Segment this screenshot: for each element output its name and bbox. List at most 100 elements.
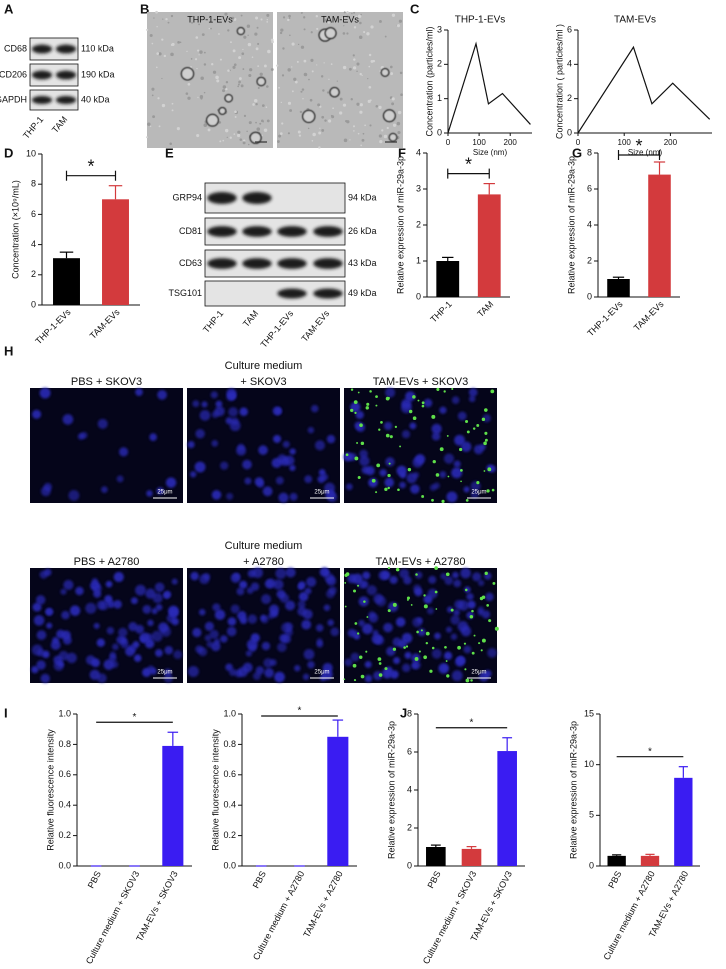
x-tick-label: 200 — [664, 138, 678, 147]
nucleus — [39, 387, 51, 399]
em-speck — [368, 65, 371, 68]
em-speck — [358, 35, 363, 40]
em-speck — [179, 41, 182, 44]
em-speck — [323, 62, 325, 64]
micrograph — [343, 387, 497, 503]
nucleus — [314, 440, 325, 451]
vesicle — [205, 113, 220, 127]
nucleus — [467, 600, 476, 609]
significance-mark: * — [133, 712, 137, 723]
em-speck — [356, 102, 360, 106]
ev-signal — [443, 390, 446, 393]
x-tick-label: 0 — [576, 138, 581, 147]
nucleus — [164, 645, 173, 655]
em-speck — [375, 104, 379, 108]
nucleus — [298, 581, 306, 589]
em-speck — [392, 123, 397, 127]
ev-signal — [389, 435, 393, 439]
em-speck — [359, 103, 363, 107]
lane-label: TAM — [241, 308, 260, 328]
em-speck — [243, 139, 246, 142]
ev-signal — [343, 678, 346, 681]
size-label: 49 kDa — [348, 288, 377, 298]
lane-label: THP-1 — [201, 308, 225, 334]
nucleus — [350, 652, 360, 662]
ev-signal — [403, 646, 406, 649]
nucleus — [273, 579, 284, 590]
y-tick-label: 8 — [407, 708, 412, 718]
x-tick-label: PBS — [606, 869, 623, 890]
y-tick-label: 2 — [567, 93, 572, 103]
em-speck — [219, 58, 222, 61]
x-tick-label: 100 — [472, 138, 486, 147]
panel-letter: H — [4, 343, 13, 358]
nucleus — [85, 602, 97, 614]
y-axis-title: Relative fluorescence intensity — [45, 729, 55, 851]
em-speck — [287, 68, 291, 72]
ev-signal — [421, 401, 425, 405]
nucleus — [210, 641, 221, 652]
nucleus — [252, 672, 261, 680]
em-speck — [301, 12, 303, 14]
ev-signal — [357, 584, 360, 587]
em-speck — [234, 115, 237, 118]
em-speck — [246, 130, 248, 133]
ev-signal — [434, 590, 438, 594]
y-tick-label: 2 — [437, 59, 442, 69]
nucleus — [58, 650, 69, 661]
em-speck — [195, 36, 199, 39]
nucleus — [130, 597, 138, 605]
micrograph-bg — [30, 388, 183, 503]
ev-signal — [481, 638, 486, 643]
ev-signal — [484, 438, 488, 442]
em-speck — [242, 68, 245, 70]
y-tick-label: 8 — [31, 179, 36, 189]
ev-signal — [350, 408, 354, 413]
em-speck — [198, 23, 200, 26]
em-speck — [163, 54, 167, 58]
em-speck — [240, 84, 244, 88]
nucleus — [151, 630, 163, 642]
y-tick-label: 2 — [587, 255, 592, 265]
micrograph-title: Culture medium — [225, 360, 303, 372]
nucleus — [201, 401, 208, 408]
nucleus — [284, 622, 294, 631]
ev-signal — [490, 389, 495, 394]
nucleus — [466, 593, 474, 601]
ev-signal — [375, 395, 378, 398]
nucleus — [77, 433, 85, 440]
nucleus — [96, 600, 106, 610]
em-speck — [266, 13, 270, 17]
blot-band — [313, 226, 343, 237]
panel-letter: J — [400, 705, 407, 720]
blot-band — [31, 96, 53, 104]
nucleus — [199, 410, 211, 421]
lane-label: TAM — [50, 114, 69, 134]
em-speck — [203, 91, 206, 94]
ev-signal — [353, 400, 358, 404]
em-speck — [247, 42, 252, 47]
nucleus — [383, 671, 391, 678]
em-speck — [287, 18, 290, 22]
panel-letter: D — [4, 145, 13, 160]
blot-strip — [29, 89, 79, 111]
protein-label: CD81 — [179, 226, 202, 236]
y-tick-label: 4 — [416, 147, 421, 157]
em-speck — [351, 12, 353, 15]
em-speck — [259, 122, 262, 125]
ev-signal — [464, 588, 468, 592]
nucleus — [383, 421, 393, 431]
nucleus — [33, 615, 45, 626]
em-speck — [232, 65, 236, 69]
nucleus — [368, 612, 379, 623]
blot-band — [207, 258, 237, 269]
nucleus — [401, 430, 411, 439]
ev-signal — [352, 663, 357, 668]
em-speck — [279, 132, 283, 135]
em-speck — [251, 56, 254, 58]
em-speck — [237, 83, 240, 86]
em-speck — [397, 110, 402, 115]
em-speck — [162, 18, 164, 20]
nucleus — [417, 628, 426, 637]
nucleus — [321, 473, 329, 481]
